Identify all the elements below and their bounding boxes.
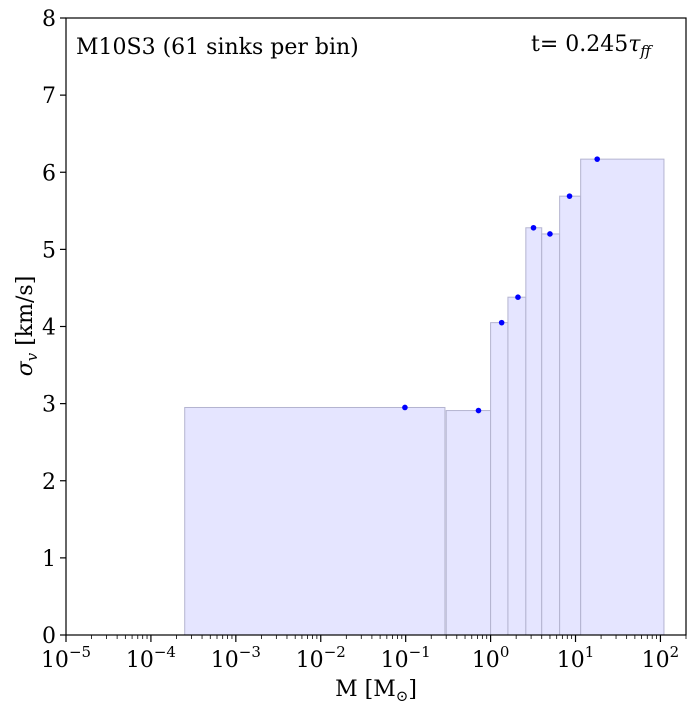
y-tick-label-6: 6 <box>42 161 56 186</box>
data-point-6 <box>547 231 553 237</box>
bin-bar-8 <box>580 158 665 636</box>
y-axis-label-unit: [km/s] <box>13 276 38 353</box>
x-tick-label-2: 10−4 <box>126 643 176 673</box>
y-tick-label-4: 4 <box>42 316 56 341</box>
y-tick-label-2: 2 <box>42 470 56 495</box>
annotation-right-prefix: t= 0.245 <box>531 32 628 57</box>
y-tick-label-3: 3 <box>42 393 56 418</box>
points-layer <box>402 156 600 414</box>
data-point-5 <box>530 224 537 231</box>
x-tick-label-3: 10−3 <box>211 643 261 673</box>
annotation-right: t= 0.245τff <box>531 32 653 60</box>
data-point-7 <box>566 193 573 199</box>
y-axis-label-sub: v <box>23 352 41 361</box>
data-point-4 <box>515 294 521 300</box>
x-axis-label-main: M [M <box>335 677 396 702</box>
ticks-layer: 0 1 2 3 4 5 6 7 8 10−5 10−4 10−3 10−2 10−1 100 101 102 <box>41 7 687 673</box>
x-tick-label-7: 101 <box>557 643 595 673</box>
x-tick-label-5: 10−1 <box>381 643 431 673</box>
annotation-right-symbol: τ <box>628 32 641 57</box>
y-tick-label-8: 8 <box>42 7 56 32</box>
x-tick-label-8: 102 <box>642 643 680 673</box>
bin-bar-2 <box>445 410 492 636</box>
bins-layer <box>184 158 665 636</box>
bin-bar-5 <box>525 227 543 636</box>
x-tick-label-4: 10−2 <box>296 643 346 673</box>
annotation-left: M10S3 (61 sinks per bin) <box>76 35 359 60</box>
data-point-8 <box>594 156 600 162</box>
bin-bar-3 <box>490 322 509 636</box>
x-axis-label: M [M⊙] <box>335 677 417 705</box>
y-tick-label-5: 5 <box>42 238 56 263</box>
bin-bar-6 <box>541 233 561 636</box>
y-tick-label-7: 7 <box>42 84 56 109</box>
y-axis-label-symbol: σ <box>13 360 38 376</box>
data-point-1 <box>402 404 408 411</box>
bin-bar-1 <box>184 406 446 636</box>
x-axis-label-close: ] <box>408 677 417 702</box>
y-tick-label-1: 1 <box>42 547 56 572</box>
y-axis-label: σv [km/s] <box>13 276 41 377</box>
bin-bar-7 <box>559 195 582 636</box>
bin-bar-4 <box>507 296 527 636</box>
y-tick-label-0: 0 <box>42 624 56 649</box>
data-point-2 <box>475 407 482 414</box>
x-axis-label-sub: ⊙ <box>396 687 409 705</box>
x-tick-label-1: 10−5 <box>41 643 91 673</box>
data-point-3 <box>498 319 505 326</box>
x-tick-label-6: 100 <box>472 643 510 673</box>
annotation-right-sub: ff <box>639 42 653 60</box>
